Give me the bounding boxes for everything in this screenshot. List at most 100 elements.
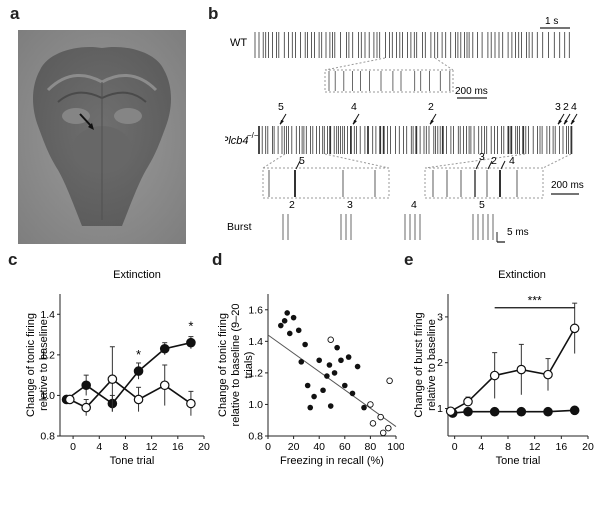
burst-number: 4 xyxy=(411,199,417,211)
y-tick-label: 1 xyxy=(437,403,443,415)
scale-label-200ms: 200 ms xyxy=(455,86,488,97)
burst-number: 5 xyxy=(479,199,485,211)
scatter-point-open xyxy=(369,420,377,427)
arrow-head-icon xyxy=(571,120,575,125)
arrow-icon xyxy=(79,113,93,128)
chart-c: 0 4 8 12 16 20 0.8 1.0 1.2 1.4 Tone trial Extinctio… xyxy=(25,269,210,467)
scatter-point-open xyxy=(367,401,374,408)
zoom-guide xyxy=(324,57,386,71)
arrow-label: 4 xyxy=(351,101,357,113)
y-tick-label: 1.6 xyxy=(248,304,263,316)
x-tick-label: 16 xyxy=(555,441,567,453)
significance-label: *** xyxy=(528,294,542,308)
y-axis-label-line: relative to baseline (9–20 xyxy=(230,304,242,427)
y-axis-label-line: relative to baseline xyxy=(38,319,50,411)
data-point-series-0 xyxy=(133,366,144,376)
x-axis-label: Tone trial xyxy=(110,455,155,467)
zoom-guide xyxy=(324,153,390,169)
y-tick-label: 1.0 xyxy=(40,390,55,402)
data-point-series-0 xyxy=(489,406,500,417)
brain-section-image xyxy=(18,30,186,244)
data-point-series-1 xyxy=(569,323,580,334)
scatter-point-filled xyxy=(361,404,367,411)
y-tick-label: 1.4 xyxy=(248,336,263,348)
panel-letter-e: e xyxy=(404,250,414,269)
scatter-point-filled xyxy=(278,322,284,329)
scatter-point-open xyxy=(386,377,393,385)
inset-arrow-icon xyxy=(487,160,493,170)
x-tick-label: 8 xyxy=(505,441,511,453)
x-tick-label: 8 xyxy=(123,441,129,453)
scatter-point-filled xyxy=(331,370,338,376)
panel-letter-a: a xyxy=(10,4,20,23)
arrow-label: 2 xyxy=(428,101,434,113)
scatter-point-filled xyxy=(316,357,322,364)
wt-label: WT xyxy=(230,37,247,49)
scale-label-1s: 1 s xyxy=(545,16,558,27)
x-tick-label: 60 xyxy=(339,441,351,453)
x-tick-label: 0 xyxy=(452,441,458,453)
series-line-0 xyxy=(66,341,192,405)
data-point-series-1 xyxy=(463,396,473,407)
chart-title: Extinction xyxy=(113,269,161,281)
data-point-series-1 xyxy=(489,370,500,381)
x-tick-label: 20 xyxy=(198,441,210,453)
y-axis-label: Change of tonic firingrelative to baseli… xyxy=(217,304,255,427)
significance-star: * xyxy=(136,347,141,362)
arrow-label: 4 xyxy=(571,101,577,113)
scatter-point-filled xyxy=(307,404,314,411)
data-point-series-1 xyxy=(65,394,75,405)
scatter-point-open xyxy=(379,429,387,437)
arrow-head-icon xyxy=(353,120,357,125)
x-tick-label: 16 xyxy=(172,441,184,453)
scatter-point-filled xyxy=(290,314,297,321)
y-tick-label: 2 xyxy=(437,357,443,369)
data-point-series-1 xyxy=(543,369,553,380)
zoom-guide xyxy=(424,153,526,169)
panel-letter-c: c xyxy=(8,250,18,269)
mutant-label: Plcb4 xyxy=(225,135,249,147)
y-axis-label-line: trials) xyxy=(243,352,255,379)
x-tick-label: 12 xyxy=(146,441,158,453)
y-tick-label: 1.2 xyxy=(248,367,263,379)
arrow-head-icon xyxy=(558,120,562,125)
scatter-point-filled xyxy=(284,310,290,316)
zoom-guide xyxy=(434,57,454,71)
data-point-series-0 xyxy=(463,406,473,417)
y-tick-label: 1.0 xyxy=(248,399,263,411)
x-tick-label: 0 xyxy=(265,441,271,453)
x-tick-label: 40 xyxy=(313,441,325,453)
y-axis-label-line: relative to baseline xyxy=(426,319,438,411)
burst-number: 3 xyxy=(347,199,353,211)
data-point-series-0 xyxy=(159,343,170,354)
mutant-superscript: −/− xyxy=(247,131,259,140)
data-point-series-0 xyxy=(516,406,527,417)
x-axis-label: Freezing in recall (%) xyxy=(280,455,384,467)
data-point-series-0 xyxy=(81,380,91,391)
panel-letter-b: b xyxy=(208,4,219,23)
mutant-inset-box-2 xyxy=(424,167,544,199)
x-tick-label: 4 xyxy=(478,441,484,453)
chart-title: Extinction xyxy=(498,269,546,281)
inset-arrow-icon xyxy=(475,160,481,170)
data-point-series-0 xyxy=(543,406,553,417)
data-point-series-0 xyxy=(186,337,196,348)
scatter-point-filled xyxy=(320,387,326,394)
arrow-label: 3 xyxy=(555,101,561,113)
data-point-series-1 xyxy=(516,364,527,375)
x-axis-label: Tone trial xyxy=(496,455,541,467)
chart-d: 0 20 40 60 80 100 0.8 1.0 1.2 1.4 1.6 Freezing in r… xyxy=(217,294,404,467)
scatter-point-filled xyxy=(324,373,330,379)
scatter-point-filled xyxy=(327,403,334,409)
panel-letter-d: d xyxy=(212,250,223,269)
inset-arrow-icon xyxy=(295,160,301,170)
scatter-point-open xyxy=(377,413,384,421)
scatter-point-filled xyxy=(281,318,288,324)
scatter-point-filled xyxy=(342,382,348,389)
burst-number: 2 xyxy=(289,199,295,211)
scatter-point-filled xyxy=(345,354,352,360)
x-tick-label: 0 xyxy=(70,441,76,453)
y-axis-label-line: Change of burst firing xyxy=(413,312,425,417)
